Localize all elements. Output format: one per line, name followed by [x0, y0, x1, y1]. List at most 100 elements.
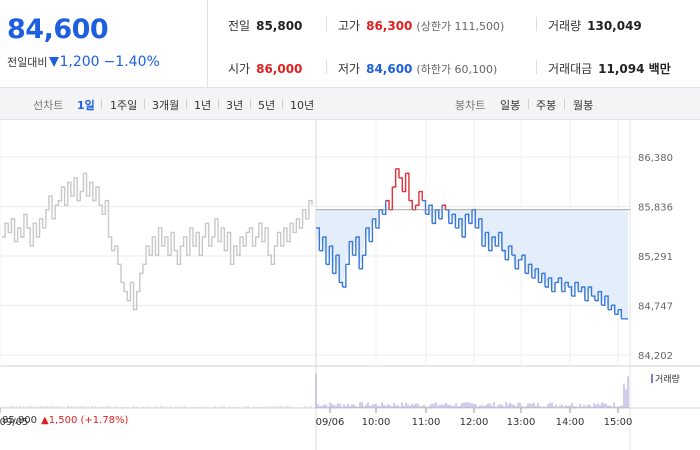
- prev-day-line: [2, 172, 313, 311]
- stat-label: 저가: [338, 62, 361, 76]
- period-10y[interactable]: 10년: [290, 99, 315, 112]
- today-line-segment: [561, 282, 566, 293]
- today-line-segment: [508, 245, 513, 256]
- today-line-segment: [432, 209, 437, 225]
- volume-bars: [1, 374, 629, 408]
- today-line-segment: [548, 277, 553, 292]
- today-line-segment: [618, 309, 623, 319]
- divider: [536, 17, 537, 31]
- today-line-segment: [594, 291, 599, 302]
- y-tick-label: 86,380: [638, 153, 673, 164]
- today-line-segment: [521, 254, 526, 274]
- x-tick-label: 12:00: [460, 417, 489, 428]
- candle-daily[interactable]: 일봉: [500, 99, 521, 112]
- today-line-segment: [322, 236, 327, 265]
- today-line-segment: [355, 236, 360, 269]
- today-line-segment: [568, 286, 573, 297]
- volume-legend-label: 거래량: [655, 375, 680, 385]
- today-line-segment: [478, 218, 483, 247]
- prev-day-series: [2, 172, 313, 311]
- divider: [186, 99, 187, 109]
- prev-day-label: 85,800 ▲1,500 (+1.78%): [2, 415, 128, 426]
- divider: [528, 99, 529, 109]
- today-line-segment: [574, 281, 579, 292]
- price-change: 전일대비 1,200 −1.40%: [7, 54, 160, 70]
- price-summary: 84,600 전일대비 1,200 −1.40%: [0, 0, 208, 88]
- today-line-segment: [481, 232, 486, 247]
- stat-value: 86,300: [366, 19, 413, 33]
- change-label: 전일대비: [7, 56, 48, 69]
- today-line-segment: [598, 290, 603, 306]
- period-5y[interactable]: 5년: [258, 99, 276, 112]
- volume-swatch: [651, 374, 653, 383]
- today-line-segment: [531, 268, 536, 279]
- today-line-segment: [458, 218, 463, 237]
- stat-sub: (상한가 111,500): [416, 20, 505, 33]
- x-tick-label: 09/06: [316, 417, 345, 428]
- x-tick-label: 13:00: [507, 417, 536, 428]
- period-3y[interactable]: 3년: [226, 99, 244, 112]
- prev-day-close: 85,800: [2, 415, 37, 426]
- today-line-segment: [538, 273, 543, 284]
- today-line-segment: [558, 277, 563, 292]
- today-line-segment: [475, 218, 480, 229]
- line-chart-caption: 선차트: [33, 99, 64, 112]
- today-line-segment: [491, 236, 496, 247]
- stat-label: 시가: [228, 62, 251, 76]
- today-line-segment: [554, 277, 559, 284]
- today-line-segment: [332, 255, 337, 275]
- today-line-segment: [428, 204, 433, 224]
- divider: [326, 17, 327, 31]
- today-line-segment: [578, 287, 583, 293]
- today-line-segment: [511, 254, 516, 269]
- today-line-segment: [316, 227, 321, 251]
- period-1w[interactable]: 1주일: [110, 99, 138, 112]
- today-line-segment: [518, 255, 523, 261]
- reference-fill: [316, 209, 628, 319]
- candle-monthly[interactable]: 월봉: [573, 99, 594, 112]
- today-line-segment: [339, 281, 344, 287]
- stat-value: 11,094 백만: [598, 62, 671, 76]
- today-line-segment: [442, 204, 447, 210]
- x-tick-label: 15:00: [604, 417, 633, 428]
- today-line-segment: [345, 241, 350, 265]
- today-line-segment: [408, 199, 413, 210]
- period-1y[interactable]: 1년: [194, 99, 212, 112]
- today-line-segment: [398, 177, 403, 192]
- today-line-segment: [525, 264, 530, 275]
- today-line-segment: [564, 281, 569, 287]
- today-line-segment: [365, 227, 370, 242]
- y-tick-label: 84,747: [638, 301, 673, 312]
- down-triangle-icon: [49, 57, 60, 67]
- today-line-segment: [541, 272, 546, 287]
- today-line-segment: [342, 264, 347, 288]
- stat-label: 거래량: [548, 19, 582, 33]
- today-line-segment: [608, 305, 613, 311]
- stat-label: 거래대금: [548, 62, 593, 76]
- today-line-segment: [349, 240, 354, 256]
- today-line-segment: [551, 282, 556, 293]
- today-line-segment: [359, 255, 364, 270]
- today-line-segment: [362, 227, 367, 256]
- below-reference-fill: [316, 209, 628, 319]
- today-line-segment: [588, 286, 593, 297]
- today-line-segment: [468, 209, 473, 225]
- today-line-segment: [604, 295, 609, 310]
- today-line-segment: [452, 213, 457, 228]
- today-line-segment: [614, 309, 619, 315]
- today-line-segment: [375, 209, 380, 229]
- today-line-segment: [498, 231, 503, 251]
- period-1d[interactable]: 1일: [77, 99, 95, 112]
- x-axis: 09/05 09/06 10:00 11:00 12:00 13:00 14:00 15:00: [0, 408, 632, 428]
- divider: [101, 99, 102, 109]
- prev-day-change: ▲1,500 (+1.78%): [41, 415, 129, 426]
- today-line-segment: [372, 218, 377, 228]
- stat-high: 고가 86,300 (상한가 111,500): [338, 17, 504, 34]
- y-tick-label: 85,836: [638, 202, 673, 213]
- today-line-segment: [422, 199, 427, 215]
- period-3m[interactable]: 3개월: [152, 99, 180, 112]
- candle-weekly[interactable]: 주봉: [536, 99, 557, 112]
- divider: [282, 99, 283, 109]
